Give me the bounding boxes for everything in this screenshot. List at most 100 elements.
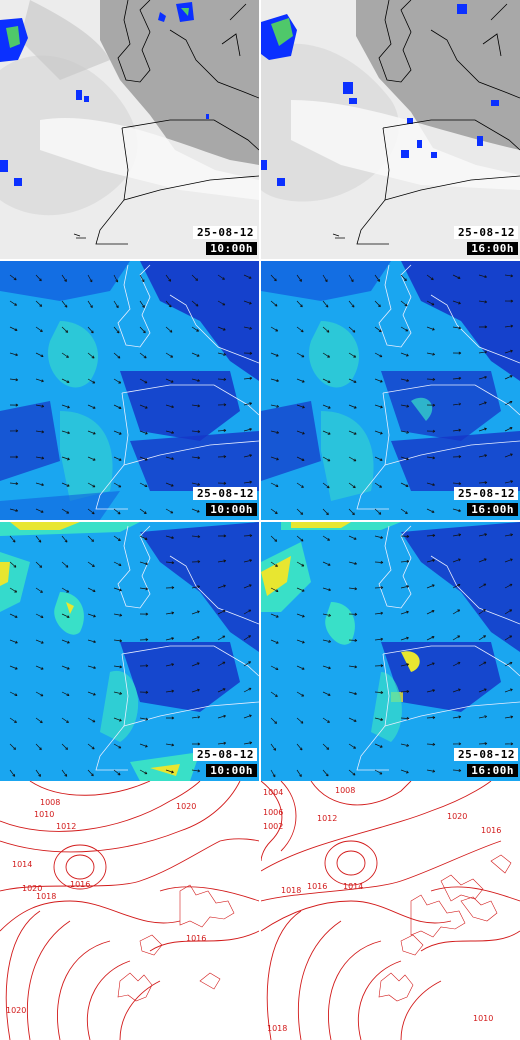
wind-arrow bbox=[296, 691, 305, 697]
wind-arrow bbox=[217, 352, 227, 356]
wind-arrow bbox=[191, 535, 201, 539]
wind-arrow bbox=[217, 403, 227, 407]
map-time-stamp: 10:00h bbox=[206, 242, 257, 255]
isobar-label: 1016 bbox=[186, 934, 206, 943]
wind-arrow bbox=[348, 561, 357, 565]
wind-arrow bbox=[35, 482, 44, 487]
wind-arrow bbox=[165, 430, 175, 434]
wind-arrow bbox=[61, 378, 70, 383]
wind-arrow bbox=[87, 300, 93, 309]
wind-arrow bbox=[452, 661, 461, 667]
wind-arrow bbox=[348, 691, 357, 696]
wind-arrow bbox=[217, 584, 226, 589]
wind-arrow bbox=[165, 508, 174, 514]
pressure-map-1600: 1004 1006 1008 1002 1012 1014 1016 1018 … bbox=[261, 781, 520, 1040]
wind-arrow bbox=[243, 351, 253, 355]
wind-arrow bbox=[400, 769, 409, 774]
wind-arrow bbox=[191, 326, 200, 332]
map-date-stamp: 25-08-12 bbox=[454, 487, 518, 500]
wind-arrow bbox=[374, 560, 384, 564]
wind-arrow bbox=[400, 559, 410, 563]
wind-arrow bbox=[322, 378, 331, 383]
wind-arrow bbox=[348, 326, 356, 333]
wind-arrow bbox=[217, 609, 226, 615]
wind-arrow bbox=[348, 535, 357, 540]
wind-arrow bbox=[400, 482, 409, 487]
wind-arrow bbox=[61, 456, 70, 461]
wind-arrow bbox=[87, 743, 95, 750]
wind-arrow bbox=[243, 687, 252, 693]
wind-arrow bbox=[374, 743, 383, 748]
wind-arrow bbox=[374, 482, 383, 488]
wind-arrow bbox=[322, 769, 329, 777]
satellite-image bbox=[261, 0, 520, 259]
wind-arrow bbox=[191, 715, 201, 719]
wind-arrow bbox=[61, 587, 70, 593]
wind-arrow bbox=[322, 508, 329, 516]
wind-arrow bbox=[504, 274, 514, 278]
wind-arrow bbox=[478, 300, 488, 304]
isobar-label: 1018 bbox=[281, 886, 301, 895]
wind-arrow bbox=[348, 352, 357, 358]
wind-arrow bbox=[348, 638, 358, 642]
wind-arrow bbox=[374, 456, 383, 461]
wind-arrow bbox=[504, 299, 514, 303]
isobar-label: 1002 bbox=[263, 822, 283, 831]
wind-arrow bbox=[9, 429, 19, 433]
wind-arrow bbox=[191, 378, 200, 382]
wind-arrow bbox=[374, 611, 384, 615]
isobar-chart: 1004 1006 1008 1002 1012 1014 1016 1018 … bbox=[261, 781, 520, 1040]
wind-arrow bbox=[243, 274, 252, 279]
wind-arrow bbox=[165, 300, 172, 308]
wind-arrow bbox=[243, 609, 252, 615]
wind-arrow bbox=[191, 585, 201, 589]
wind-arrow bbox=[426, 610, 435, 615]
wind-arrow bbox=[87, 587, 96, 593]
wind-arrow bbox=[270, 352, 279, 357]
isobar-label: 1008 bbox=[40, 798, 60, 807]
wind-arrow bbox=[296, 743, 303, 751]
isobar-label: 1014 bbox=[343, 882, 363, 891]
wind-arrow bbox=[296, 639, 305, 644]
wind-arrow bbox=[35, 352, 44, 358]
wind-arrow bbox=[139, 690, 149, 694]
wind-arrow bbox=[322, 482, 330, 489]
wind-arrow bbox=[113, 717, 122, 722]
wind-arrow bbox=[165, 611, 175, 615]
isobar-label: 1014 bbox=[12, 860, 32, 869]
wind-arrow bbox=[9, 717, 17, 723]
wind-arrow bbox=[191, 300, 199, 307]
wind-arrow bbox=[217, 741, 227, 745]
wind-arrow bbox=[426, 326, 435, 331]
wind-arrow bbox=[166, 716, 175, 720]
wind-field bbox=[0, 261, 259, 520]
wind-arrow bbox=[426, 533, 436, 537]
wind-arrow bbox=[9, 508, 19, 512]
wind-arrow bbox=[139, 274, 145, 283]
wind-arrow bbox=[35, 404, 45, 408]
wind-arrow bbox=[217, 534, 227, 538]
wind-arrow bbox=[113, 587, 122, 592]
wind-arrow bbox=[296, 717, 304, 724]
wind-arrow bbox=[61, 639, 70, 644]
wind-arrow bbox=[504, 661, 513, 667]
wind-arrow bbox=[113, 404, 122, 409]
wind-arrow bbox=[165, 378, 174, 383]
wind-arrow bbox=[61, 508, 70, 514]
wind-arrow bbox=[322, 300, 329, 308]
wind-arrow bbox=[87, 769, 94, 777]
wind-arrow bbox=[87, 404, 96, 409]
wind-arrow bbox=[243, 741, 253, 745]
wind-arrow bbox=[217, 559, 227, 563]
wind-arrow bbox=[113, 613, 123, 617]
wind-arrow bbox=[296, 769, 302, 778]
wind-arrow bbox=[374, 717, 384, 721]
wind-arrow bbox=[61, 326, 69, 333]
wind-arrow bbox=[217, 326, 226, 331]
wind-arrow bbox=[478, 401, 487, 406]
wind-arrow bbox=[113, 456, 122, 461]
wind-arrow bbox=[322, 717, 330, 723]
wind-arrow bbox=[374, 769, 383, 775]
wind-arrow bbox=[113, 274, 119, 283]
isobar-label: 1016 bbox=[70, 880, 90, 889]
